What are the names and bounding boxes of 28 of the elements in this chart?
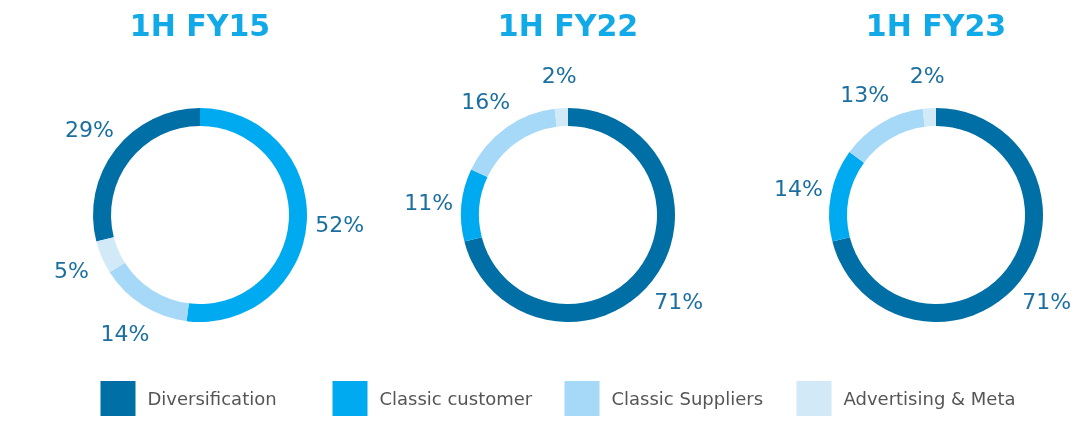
chart-title: 1H FY15 [129,8,271,43]
data-label: 71% [654,288,704,314]
legend-label: Advertising & Meta [843,388,1016,410]
legend-label: Classic customer [379,388,533,410]
donut-slice [829,152,864,242]
data-label: 2% [541,62,577,88]
data-label: 11% [404,189,454,215]
data-label: 71% [1022,288,1072,314]
donut-slice [96,237,125,273]
legend-label: Diversification [147,388,277,410]
donut-slice [554,108,568,127]
chart-title: 1H FY22 [497,8,639,43]
data-label: 14% [774,176,823,202]
data-label: 14% [100,320,150,346]
data-label: 13% [840,82,890,108]
data-label: 52% [315,211,365,237]
donut-slice [471,108,557,178]
donut-slice [849,108,925,163]
donut-slice [186,108,307,322]
chart-title: 1H FY23 [865,8,1007,43]
donut-slice [461,169,488,242]
data-label: 29% [64,116,114,142]
data-label: 2% [909,62,945,88]
donut-slice [922,108,936,127]
data-label: 5% [54,258,89,284]
donut-slice [109,262,189,322]
data-label: 16% [461,89,511,115]
legend-label: Classic Suppliers [611,388,764,410]
